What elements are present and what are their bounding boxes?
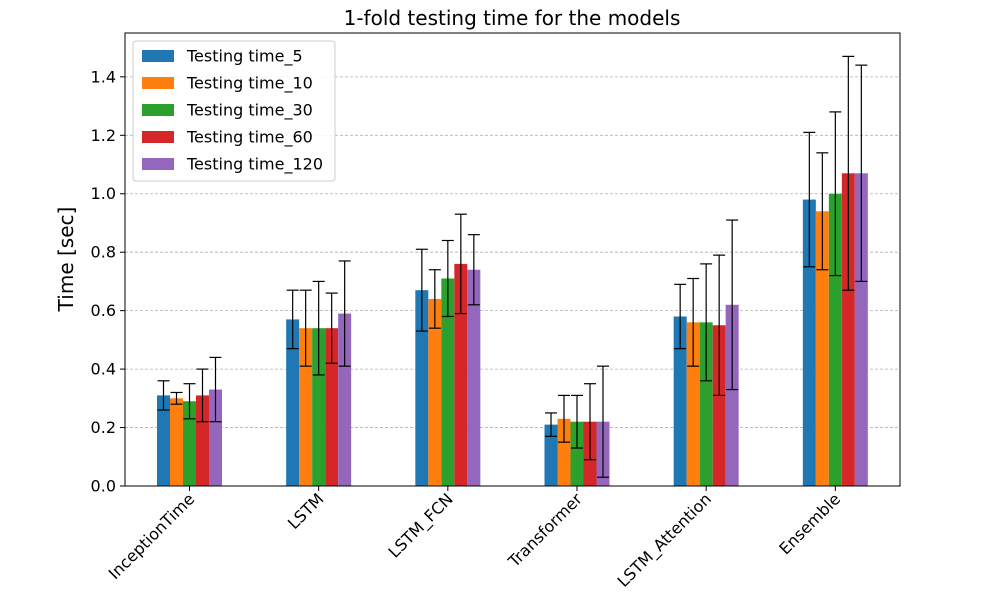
bar-3-1	[557, 418, 571, 486]
error-bar-5-2	[829, 111, 842, 277]
bar-4-2	[699, 322, 713, 486]
error-bar-4-1	[687, 277, 700, 367]
error-bars	[157, 55, 868, 478]
error-bar-5-3	[842, 55, 855, 291]
bars	[157, 173, 868, 487]
legend-swatch	[142, 131, 174, 143]
y-axis-label: Time [sec]	[54, 207, 78, 313]
bar-0-3	[196, 395, 209, 486]
error-bar-2-0	[415, 248, 428, 332]
bar-1-1	[299, 328, 313, 486]
x-tick-label: LSTM_Attention	[614, 489, 716, 591]
error-bar-1-0	[286, 289, 299, 350]
x-axis: InceptionTime LSTM LSTM_FCN Transformer LSTM…	[105, 486, 844, 592]
y-tick-label: 0.0	[91, 477, 116, 496]
bar-5-3	[841, 173, 855, 486]
bar-2-3	[454, 263, 468, 486]
error-bar-4-3	[713, 254, 726, 396]
bar-0-1	[170, 398, 183, 486]
bar-5-4	[854, 173, 868, 486]
bar-4-1	[686, 322, 700, 486]
error-bar-3-4	[597, 365, 609, 478]
y-tick-label: 1.0	[91, 184, 116, 203]
y-tick-label: 1.4	[91, 67, 116, 86]
grid-lines	[125, 76, 900, 428]
bar-0-0	[157, 395, 170, 486]
bar-2-0	[415, 290, 429, 486]
bar-4-0	[673, 316, 687, 486]
bar-4-3	[712, 325, 726, 486]
bar-2-4	[467, 269, 481, 486]
error-bar-0-1	[170, 391, 183, 405]
x-tick-label: InceptionTime	[105, 489, 199, 583]
bar-4-4	[725, 304, 739, 486]
chart-title: 1-fold testing time for the models	[344, 6, 681, 30]
y-tick-label: 0.2	[91, 418, 116, 437]
error-bar-0-4	[209, 356, 222, 423]
bar-1-4	[338, 313, 352, 486]
error-bar-3-0	[545, 412, 557, 437]
legend-box	[132, 40, 336, 182]
legend-label: Testing time_120	[186, 155, 323, 175]
error-bar-0-3	[196, 368, 209, 423]
y-tick-label: 0.6	[91, 301, 116, 320]
error-bar-2-2	[441, 239, 454, 318]
x-tick-label: Ensemble	[775, 489, 844, 558]
bar-5-1	[815, 211, 829, 487]
plot-frame	[124, 32, 901, 487]
error-bar-2-4	[467, 234, 480, 306]
y-axis: 0.0 0.2 0.4 0.6 0.8 1.0 1.2 1.4	[91, 67, 125, 496]
error-bar-1-2	[312, 280, 325, 376]
error-bar-4-2	[700, 263, 713, 382]
error-bar-3-2	[571, 394, 583, 449]
bar-5-0	[802, 199, 816, 486]
legend: Testing time_5 Testing time_10 Testing tim…	[132, 40, 336, 182]
bar-1-2	[312, 328, 326, 486]
bar-1-0	[286, 319, 300, 486]
legend-label: Testing time_60	[186, 128, 313, 148]
bar-0-4	[209, 389, 222, 486]
x-tick-label: Transformer	[504, 489, 586, 571]
error-bar-3-3	[584, 383, 596, 461]
legend-label: Testing time_5	[186, 47, 303, 67]
error-bar-1-3	[325, 292, 338, 364]
bar-5-2	[828, 193, 842, 486]
error-bar-4-4	[726, 219, 739, 391]
error-bar-4-0	[674, 283, 687, 350]
legend-swatch	[142, 50, 174, 62]
legend-swatch	[142, 158, 174, 170]
bar-3-2	[570, 421, 584, 486]
error-bar-0-2	[183, 383, 196, 420]
bar-2-2	[441, 278, 455, 486]
x-tick-label: LSTM_FCN	[385, 489, 458, 562]
bar-2-1	[428, 298, 442, 486]
x-tick-label: LSTM	[284, 489, 328, 533]
error-bar-2-1	[428, 269, 441, 329]
y-tick-label: 1.2	[91, 126, 116, 145]
legend-swatch	[142, 104, 174, 116]
error-bar-5-4	[855, 64, 868, 283]
error-bar-1-4	[338, 260, 351, 367]
error-bar-2-3	[454, 213, 467, 315]
error-bar-0-0	[157, 380, 170, 411]
legend-label: Testing time_10	[186, 74, 313, 94]
legend-swatch	[142, 77, 174, 89]
bar-3-0	[544, 424, 558, 486]
bar-0-2	[183, 401, 196, 486]
error-bar-5-0	[803, 131, 816, 268]
legend-label: Testing time_30	[186, 101, 313, 121]
bar-1-3	[325, 328, 339, 486]
y-tick-label: 0.8	[91, 243, 116, 262]
error-bar-1-1	[299, 289, 312, 367]
error-bar-5-1	[816, 152, 829, 271]
y-tick-label: 0.4	[91, 360, 116, 379]
error-bar-3-1	[558, 394, 570, 443]
